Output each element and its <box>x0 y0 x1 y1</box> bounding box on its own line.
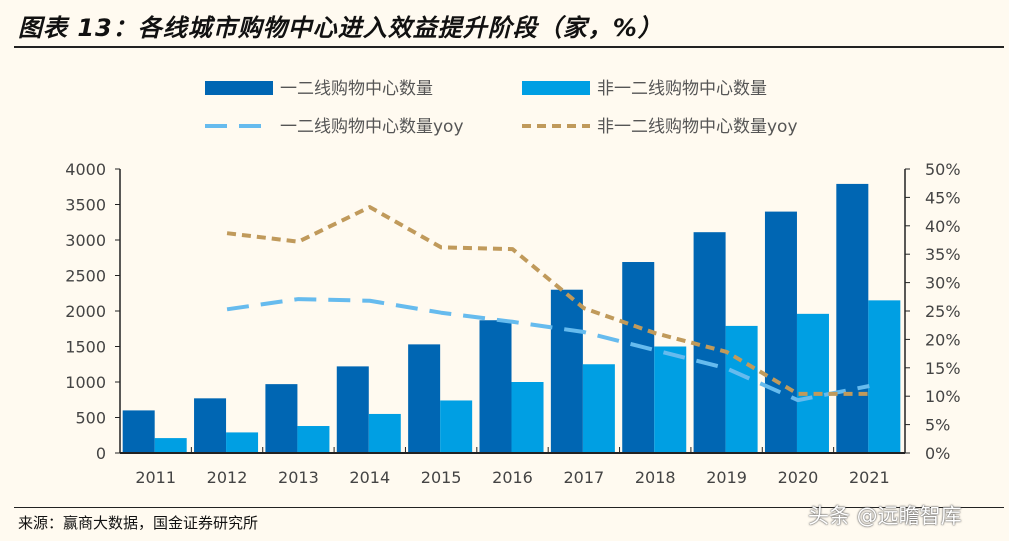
bar-other-2019 <box>725 325 758 453</box>
x-tick-label: 2013 <box>278 468 319 487</box>
legend-swatch-0 <box>205 81 273 95</box>
right-tick-label: 50% <box>925 160 961 179</box>
x-tick-label: 2012 <box>207 468 248 487</box>
source-divider <box>14 507 1004 508</box>
bar-other-2018 <box>654 346 687 453</box>
bar-other-2021 <box>868 300 901 453</box>
x-tick-label: 2017 <box>564 468 605 487</box>
bar-other-2020 <box>796 313 829 453</box>
right-tick-label: 45% <box>925 188 961 207</box>
line-other-yoy <box>226 205 870 396</box>
legend-label-2: 一二线购物中心数量yoy <box>280 117 464 137</box>
right-tick-label: 15% <box>925 359 961 378</box>
watermark: 头条 @远瞻智库 <box>808 504 962 528</box>
x-tick-label: 2019 <box>706 468 747 487</box>
bar-tier12-2015 <box>408 344 441 453</box>
legend-label-1: 非一二线购物中心数量 <box>597 79 767 99</box>
right-tick-label: 20% <box>925 330 961 349</box>
bar-other-2015 <box>440 400 473 453</box>
left-tick-label: 1000 <box>65 373 106 392</box>
legend-label-0: 一二线购物中心数量 <box>280 79 433 99</box>
bar-tier12-2012 <box>194 398 227 453</box>
bar-tier12-2011 <box>122 410 155 453</box>
x-tick-label: 2015 <box>421 468 462 487</box>
left-tick-label: 4000 <box>65 160 106 179</box>
bar-tier12-2014 <box>336 366 369 453</box>
line-tier12-yoy <box>226 297 870 403</box>
bar-tier12-2017 <box>550 289 583 453</box>
title-divider <box>14 46 1004 48</box>
bar-tier12-2021 <box>836 183 869 453</box>
chart-title: 图表 13：各线城市购物中心进入效益提升阶段（家，%） <box>18 14 663 42</box>
bar-other-2016 <box>511 382 544 453</box>
left-tick-label: 500 <box>75 409 106 428</box>
bar-other-2013 <box>297 426 330 453</box>
x-tick-label: 2018 <box>635 468 676 487</box>
x-tick-label: 2020 <box>778 468 819 487</box>
bar-other-2014 <box>368 413 401 453</box>
chart: 0 500 1000 1500 2000 2500 3000 3500 4000 0% 5% 10% 1… <box>65 79 961 487</box>
source-note: 来源：赢商大数据，国金证券研究所 <box>18 514 259 532</box>
bar-tier12-2016 <box>479 320 512 453</box>
x-tick-label: 2014 <box>349 468 390 487</box>
bar-tier12-2013 <box>265 384 298 453</box>
legend-swatch-1 <box>522 81 590 95</box>
legend-label-3: 非一二线购物中心数量yoy <box>597 117 798 137</box>
bar-tier12-2020 <box>764 211 797 453</box>
left-tick-label: 3500 <box>65 196 106 215</box>
left-tick-label: 1500 <box>65 338 106 357</box>
right-tick-label: 35% <box>925 245 961 264</box>
bar-other-2017 <box>582 364 615 453</box>
bar-tier12-2018 <box>622 262 655 453</box>
x-tick-label: 2011 <box>135 468 176 487</box>
left-tick-label: 0 <box>96 444 106 463</box>
bar-other-2011 <box>154 438 187 453</box>
left-tick-label: 3000 <box>65 231 106 250</box>
x-tick-label: 2016 <box>492 468 533 487</box>
right-tick-label: 40% <box>925 217 961 236</box>
right-tick-label: 5% <box>925 416 950 435</box>
right-tick-label: 25% <box>925 302 961 321</box>
left-tick-label: 2000 <box>65 302 106 321</box>
right-tick-label: 0% <box>925 444 950 463</box>
bar-other-2012 <box>226 432 259 453</box>
right-tick-label: 30% <box>925 274 961 293</box>
left-tick-label: 2500 <box>65 267 106 286</box>
x-tick-label: 2021 <box>849 468 890 487</box>
right-tick-label: 10% <box>925 387 961 406</box>
